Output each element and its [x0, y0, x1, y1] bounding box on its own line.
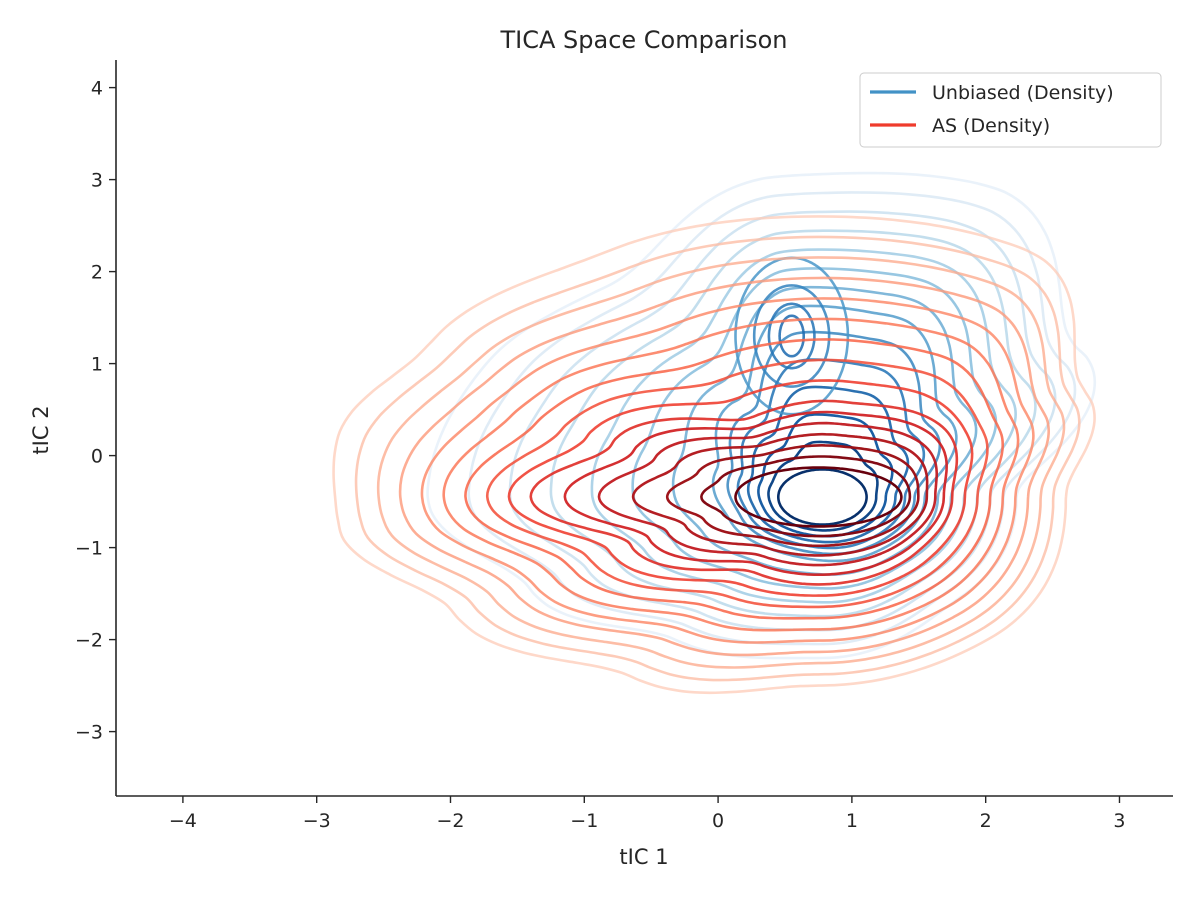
- y-tick-label: −3: [75, 722, 103, 744]
- unbiased-contour: [778, 314, 806, 358]
- contour-layer: [332, 171, 1097, 695]
- x-tick-label: 2: [980, 810, 992, 832]
- x-axis-title: tIC 1: [619, 845, 668, 869]
- legend-frame: [859, 72, 1162, 148]
- x-tick-label: −1: [570, 810, 598, 832]
- y-axis-title: tIC 2: [29, 405, 53, 454]
- unbiased-contour: [549, 229, 1037, 618]
- y-tick-label: 3: [91, 170, 103, 192]
- as-contour: [563, 410, 948, 576]
- legend-label-unbiased: Unbiased (Density): [932, 82, 1114, 104]
- x-tick-label: 1: [846, 810, 858, 832]
- unbiased-contour: [734, 256, 850, 416]
- axes: −4 −3 −2 −1 0 1 2 3 −3 −2 −1 0 1 2 3 4: [75, 60, 1173, 832]
- as-contour: [597, 421, 939, 567]
- as-contour: [464, 338, 1005, 620]
- y-tick-label: 1: [91, 354, 103, 376]
- as-contour: [376, 256, 1066, 669]
- unbiased-contour: [426, 171, 1097, 660]
- as-contour: [398, 276, 1051, 657]
- unbiased-contour: [711, 304, 958, 563]
- x-tick-label: 3: [1113, 810, 1125, 832]
- as-contour: [332, 215, 1096, 695]
- as-contour: [700, 455, 912, 538]
- legend-label-as: AS (Density): [932, 115, 1050, 137]
- as-contour: [529, 399, 959, 586]
- as-contour: [420, 297, 1035, 644]
- as-contour: [665, 444, 920, 548]
- y-tick-label: 2: [91, 262, 103, 284]
- y-tick-label: 0: [91, 446, 103, 468]
- as-contour: [354, 235, 1081, 682]
- x-tick-label: −4: [169, 810, 197, 832]
- unbiased-contour: [777, 468, 868, 526]
- x-tick-label: 0: [712, 810, 724, 832]
- y-tick-label: −1: [75, 538, 103, 560]
- x-tick-label: −3: [303, 810, 331, 832]
- unbiased-contour: [736, 358, 926, 550]
- unbiased-contour: [590, 248, 1017, 604]
- as-contour: [734, 466, 903, 528]
- chart-title: TICA Space Comparison: [499, 26, 787, 54]
- x-tick-label: −2: [436, 810, 464, 832]
- y-tick-label: −2: [75, 630, 103, 652]
- as-contour: [442, 317, 1020, 632]
- unbiased-contour: [767, 302, 816, 370]
- y-tick-label: 4: [91, 78, 103, 100]
- unbiased-contour: [767, 440, 879, 532]
- as-contour: [631, 432, 929, 557]
- as-contour: [485, 358, 989, 609]
- as-contour: [507, 379, 974, 597]
- legend: Unbiased (Density) AS (Density): [859, 72, 1162, 148]
